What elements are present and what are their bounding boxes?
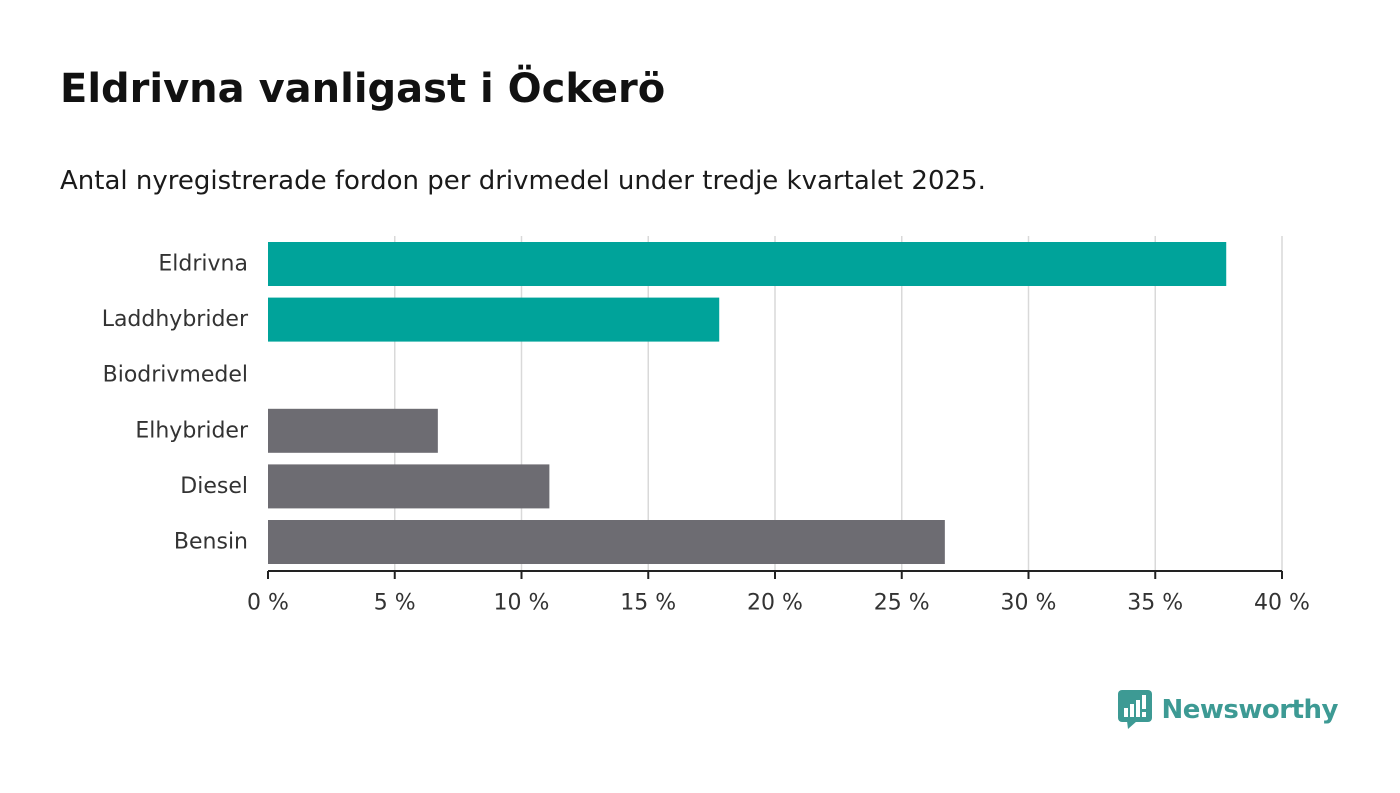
x-tick-label: 10 % [494, 591, 550, 616]
category-label: Bensin [174, 530, 248, 555]
chart-title: Eldrivna vanligast i Öckerö [60, 66, 666, 112]
chart-subtitle: Antal nyregistrerade fordon per drivmede… [60, 166, 986, 196]
category-label: Eldrivna [158, 252, 248, 277]
bar [268, 408, 438, 453]
x-tick-label: 25 % [874, 591, 930, 616]
x-tick-label: 20 % [747, 591, 803, 616]
bar-chart-speech-bubble-icon [1117, 690, 1152, 729]
x-tick-label: 5 % [374, 591, 416, 616]
x-tick-label: 35 % [1127, 591, 1183, 616]
brand-name: Newsworthy [1161, 695, 1339, 725]
bar [268, 464, 550, 509]
bar [268, 520, 945, 564]
x-tick-label: 15 % [620, 591, 676, 616]
category-label: Biodrivmedel [103, 363, 248, 388]
brand-logo: Newsworthy [1117, 690, 1339, 730]
bar [268, 297, 720, 342]
bar [268, 242, 1227, 286]
x-tick-label: 30 % [1001, 591, 1057, 616]
category-label: Diesel [180, 474, 248, 499]
x-tick-label: 40 % [1254, 591, 1310, 616]
category-label: Elhybrider [135, 418, 249, 443]
x-tick-label: 0 % [247, 591, 289, 616]
category-label: Laddhybrider [102, 307, 249, 332]
